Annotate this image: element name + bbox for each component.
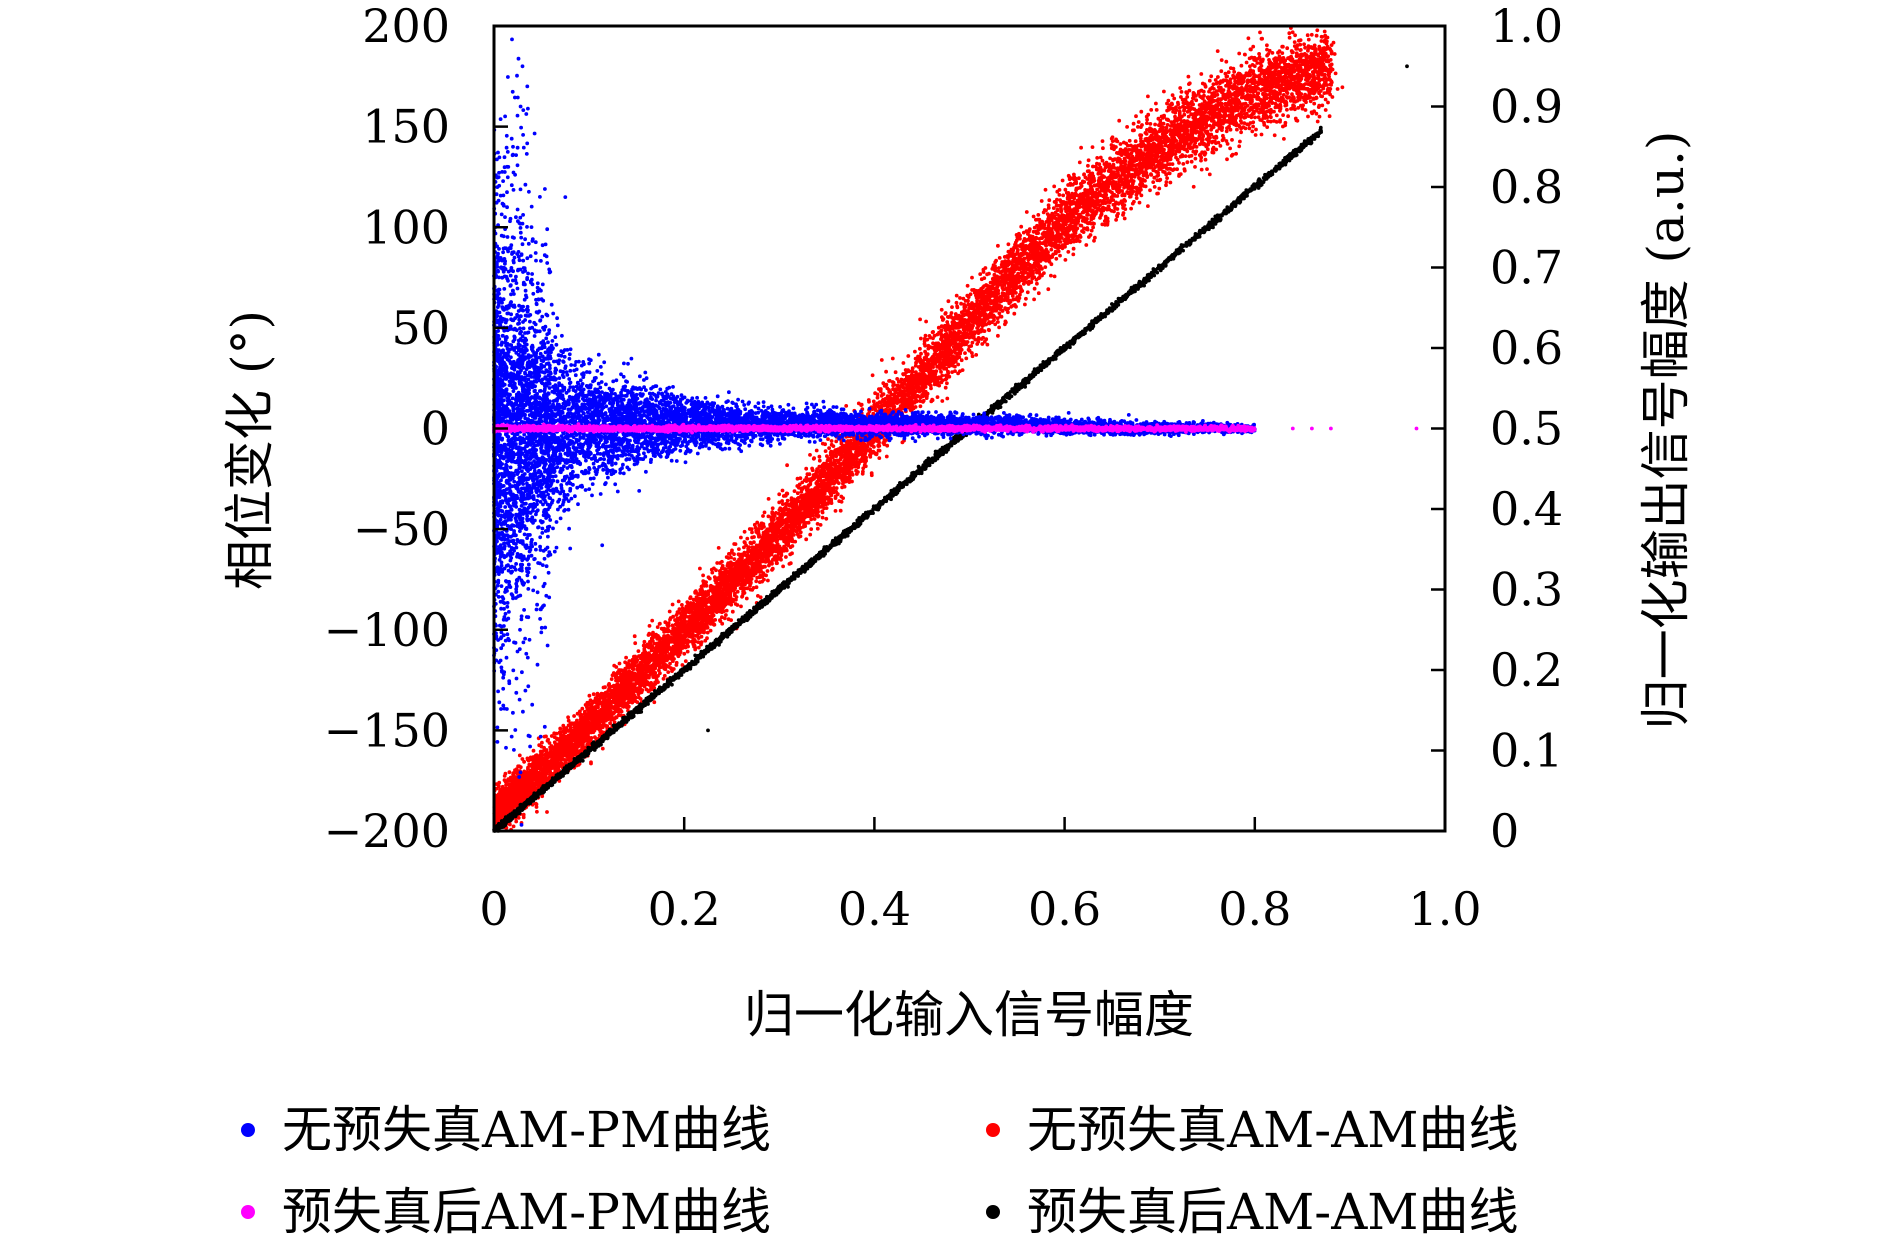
legend-marker-magenta: [241, 1205, 255, 1219]
y-right-tick-label: 0.8: [1490, 160, 1563, 214]
y-left-tick-label: 50: [391, 301, 450, 355]
x-tick-label: 0.6: [1028, 882, 1101, 936]
x-tick-label: 0.2: [648, 882, 721, 936]
y-right-tick-label: 1.0: [1490, 0, 1563, 53]
legend-label-magenta: 预失真后AM-PM曲线: [282, 1183, 771, 1240]
legend-label-black: 预失真后AM-AM曲线: [1027, 1183, 1519, 1240]
y-left-tick-label: −150: [324, 703, 450, 757]
y-right-tick-label: 0: [1490, 804, 1519, 858]
series-2-points: [492, 422, 1419, 435]
y-left-tick-label: 200: [362, 0, 450, 53]
legend-item-red: 无预失真AM-AM曲线: [986, 1101, 1519, 1159]
y-left-tick-label: 150: [362, 100, 450, 154]
series-3: [492, 64, 1409, 833]
series-2: [492, 422, 1419, 435]
y-right-tick-label: 0.9: [1490, 80, 1563, 134]
y-left-tick-label: 0: [421, 402, 450, 456]
series-3-points: [492, 64, 1409, 833]
y-left-tick-label: −200: [324, 804, 450, 858]
x-tick-label: 0.8: [1218, 882, 1291, 936]
legend-marker-black: [986, 1205, 1000, 1219]
tick-labels: 0 0.2 0.4 0.6 0.8 1.0 200 150 100 50 0 −50 −100 −150 −…: [324, 0, 1564, 936]
ticks-layer: [492, 24, 1447, 833]
scatter-layer: [492, 26, 1419, 833]
x-tick-label: 1.0: [1408, 882, 1481, 936]
y-axis-right-title: 归一化输出信号幅度 (a.u.): [1637, 131, 1695, 730]
x-axis-title: 归一化输入信号幅度: [744, 986, 1194, 1044]
legend-item-blue: 无预失真AM-PM曲线: [241, 1101, 771, 1159]
y-right-tick-label: 0.4: [1490, 482, 1563, 536]
legend-marker-red: [986, 1123, 1000, 1137]
legend: 无预失真AM-PM曲线 无预失真AM-AM曲线 预失真后AM-PM曲线 预失真后…: [241, 1101, 1519, 1240]
x-tick-label: 0: [479, 882, 508, 936]
y-right-tick-label: 0.7: [1490, 241, 1563, 295]
y-left-tick-label: 100: [362, 200, 450, 254]
legend-marker-blue: [241, 1123, 255, 1137]
y-right-tick-label: 0.5: [1490, 402, 1563, 456]
y-right-tick-label: 0.1: [1490, 724, 1563, 778]
y-right-tick-label: 0.6: [1490, 321, 1563, 375]
legend-label-red: 无预失真AM-AM曲线: [1027, 1101, 1519, 1159]
y-right-tick-label: 0.3: [1490, 563, 1563, 617]
y-axis-left-title: 相位变化 (°): [221, 310, 279, 590]
y-right-tick-label: 0.2: [1490, 643, 1563, 697]
x-tick-label: 0.4: [838, 882, 911, 936]
series-1: [492, 26, 1345, 832]
y-left-tick-label: −50: [353, 502, 450, 556]
legend-label-blue: 无预失真AM-PM曲线: [282, 1101, 771, 1159]
y-left-tick-label: −100: [324, 603, 450, 657]
legend-item-black: 预失真后AM-AM曲线: [986, 1183, 1519, 1240]
series-1-points: [492, 26, 1345, 832]
legend-item-magenta: 预失真后AM-PM曲线: [241, 1183, 771, 1240]
